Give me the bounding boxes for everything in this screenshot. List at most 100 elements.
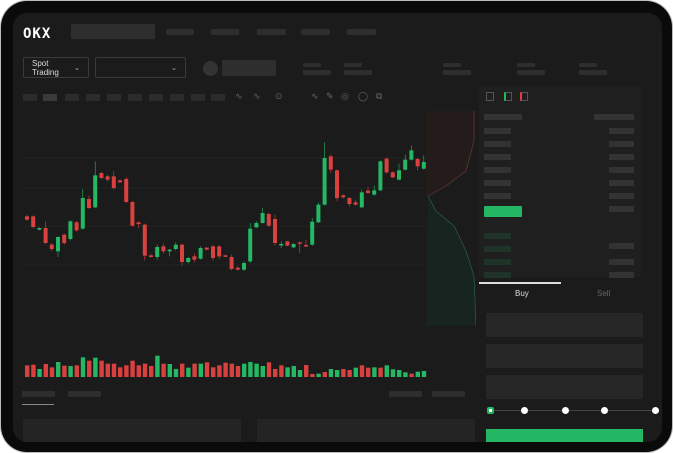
book-view-asks-icon[interactable]: [520, 92, 528, 101]
candle: [99, 172, 104, 179]
slider-handle[interactable]: [487, 407, 494, 414]
volume-bar: [37, 369, 42, 377]
nav-item[interactable]: [211, 29, 239, 35]
candle-body: [359, 192, 364, 208]
orders-tab[interactable]: [22, 391, 55, 397]
timeframe-button[interactable]: [128, 94, 142, 101]
amount-input[interactable]: [486, 344, 643, 368]
volume-bar: [372, 367, 377, 377]
volume-bar: [149, 366, 154, 377]
book-view-bids-icon[interactable]: [504, 92, 512, 101]
volume-bar: [211, 367, 216, 377]
volume-bar: [248, 362, 253, 377]
candlestick-chart[interactable]: [13, 108, 483, 398]
timeframe-button[interactable]: [149, 94, 163, 101]
volume-bar: [155, 355, 160, 377]
volume-bar: [186, 367, 191, 377]
volume-bar: [242, 363, 247, 377]
timeframe-button[interactable]: [65, 94, 79, 101]
candle: [93, 161, 98, 208]
volume-bar: [328, 369, 334, 377]
indicator-icon[interactable]: ∿: [253, 91, 261, 101]
filter-button[interactable]: [432, 391, 465, 397]
volume-bar: [204, 362, 210, 377]
buy-tab[interactable]: Buy: [515, 289, 529, 298]
candle: [124, 177, 129, 203]
stat-value: [344, 70, 372, 75]
volume-bar: [316, 373, 321, 377]
volume-bar: [68, 366, 73, 377]
slider-stop[interactable]: [601, 407, 608, 414]
candle-body: [118, 180, 122, 183]
candle: [366, 187, 370, 194]
settings-icon[interactable]: ⊙: [275, 91, 283, 101]
nav-item[interactable]: [347, 29, 376, 35]
target-icon[interactable]: ◎: [341, 91, 349, 101]
slider-stop[interactable]: [521, 407, 528, 414]
pair-select[interactable]: ⌄: [95, 57, 186, 78]
timeframe-button[interactable]: [23, 94, 37, 101]
volume-bar: [322, 372, 327, 377]
slider-stop[interactable]: [562, 407, 569, 414]
candle: [285, 240, 290, 247]
timeframe-button[interactable]: [86, 94, 100, 101]
indicator-icon[interactable]: ∿: [235, 91, 243, 101]
volume-bar: [266, 362, 272, 377]
pair-price: [222, 60, 276, 76]
candle: [118, 179, 122, 183]
slider-stop[interactable]: [652, 407, 659, 414]
candle: [192, 253, 197, 263]
circle-icon[interactable]: ◯: [358, 91, 369, 101]
candle-body: [291, 244, 296, 248]
candle: [390, 171, 395, 178]
book-view-both-icon[interactable]: [486, 92, 494, 101]
brush-icon[interactable]: ✎: [326, 91, 334, 101]
market-type-dropdown[interactable]: Spot Trading ⌄: [23, 57, 89, 78]
timeframe-button[interactable]: [211, 94, 225, 101]
okx-logo[interactable]: OKX: [23, 26, 52, 42]
nav-item[interactable]: [301, 29, 330, 35]
candle-body: [421, 162, 426, 169]
candle-body: [409, 150, 414, 160]
candle-body: [266, 214, 271, 226]
candle: [105, 174, 110, 182]
bid-price: [484, 272, 511, 278]
candle-body: [74, 222, 79, 231]
candle-body: [217, 246, 222, 257]
candle: [384, 157, 389, 174]
timeframe-button[interactable]: [170, 94, 184, 101]
candle: [130, 201, 135, 227]
candle: [242, 261, 246, 271]
candle-body: [390, 172, 395, 178]
filter-button[interactable]: [389, 391, 422, 397]
candle-body: [248, 228, 253, 262]
ask-amount: [609, 141, 634, 147]
bid-price: [484, 233, 511, 239]
candle: [142, 223, 147, 261]
volume-bar: [347, 370, 352, 377]
timeframe-button[interactable]: [107, 94, 121, 101]
candle-body: [341, 195, 346, 198]
candle: [260, 208, 265, 224]
stat-label: [517, 63, 535, 67]
sell-tab[interactable]: Sell: [597, 289, 611, 298]
timeframe-button[interactable]: [43, 94, 57, 101]
search-bar[interactable]: [71, 24, 155, 39]
buy-submit-button[interactable]: [486, 429, 643, 442]
history-tab[interactable]: [68, 391, 101, 397]
line-tool-icon[interactable]: ∿: [311, 91, 319, 101]
candle-body: [328, 156, 333, 170]
candle-body: [142, 224, 147, 256]
slider-track[interactable]: [491, 410, 657, 411]
expand-icon[interactable]: ⧉: [376, 91, 383, 101]
nav-item[interactable]: [257, 29, 286, 35]
volume-bar: [397, 370, 402, 377]
candle: [421, 155, 426, 170]
candle: [310, 218, 315, 246]
buy-tab-indicator: [479, 282, 561, 284]
total-input[interactable]: [486, 375, 643, 399]
timeframe-button[interactable]: [191, 94, 205, 101]
candle: [359, 189, 364, 208]
nav-item[interactable]: [166, 29, 194, 35]
price-input[interactable]: [486, 313, 643, 337]
